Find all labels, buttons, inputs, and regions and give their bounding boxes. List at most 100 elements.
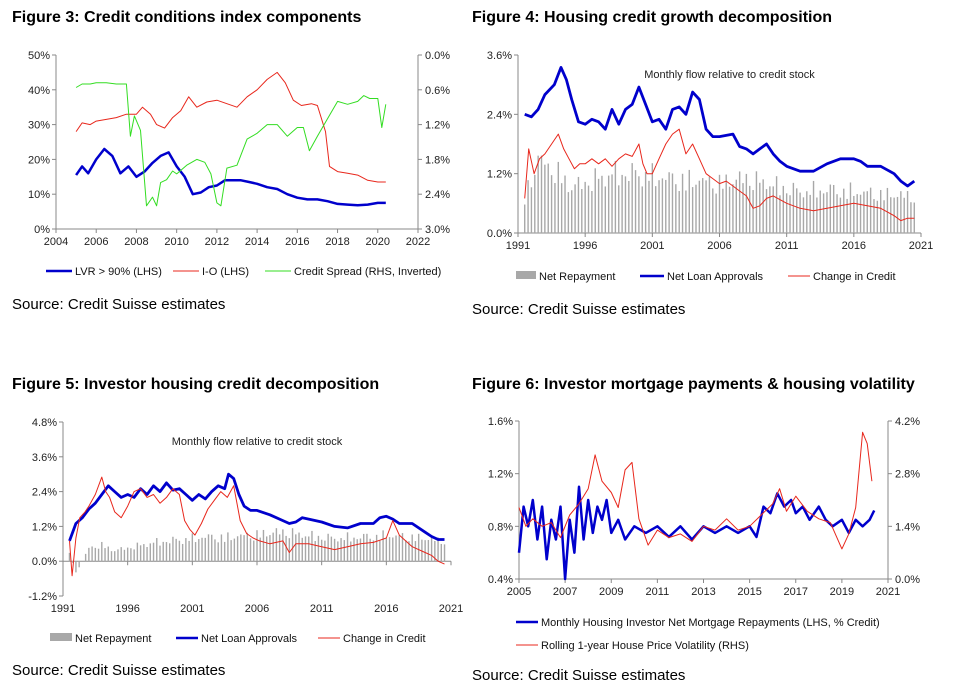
y2-tick-label: 2.4% — [425, 189, 450, 201]
net-repayment-bar — [211, 534, 213, 562]
net-repayment-bar — [832, 184, 835, 233]
net-repayment-bar — [414, 541, 417, 562]
net-repayment-bar — [604, 186, 607, 233]
net-repayment-bar — [856, 194, 858, 233]
y-tick-label: 1.6% — [488, 416, 513, 428]
net-repayment-bar — [126, 547, 129, 562]
figure-3-title: Figure 3: Credit conditions index compon… — [12, 9, 362, 26]
net-repayment-bar — [866, 191, 868, 233]
y-tick-label: 50% — [28, 50, 50, 62]
net-repayment-bar — [869, 187, 872, 233]
net-repayment-bar — [900, 191, 902, 233]
figure-5-source: Source: Credit Suisse estimates — [12, 662, 226, 679]
x-tick-label: 2021 — [876, 586, 900, 598]
x-tick-label: 2009 — [599, 586, 623, 598]
y-tick-label: 10% — [28, 189, 50, 201]
net-repayment-bar — [256, 530, 258, 562]
net-repayment-bar — [722, 188, 724, 233]
net-repayment-bar — [631, 163, 633, 233]
y-tick-label: 40% — [28, 85, 50, 97]
net-repayment-bar — [752, 190, 754, 233]
net-repayment-bar — [75, 561, 77, 573]
net-repayment-bar — [424, 540, 426, 562]
red-series-line — [518, 431, 873, 550]
net-repayment-bar — [557, 161, 559, 233]
net-repayment-bar — [382, 530, 384, 562]
net-repayment-bar — [78, 561, 80, 568]
net-repayment-bar — [227, 532, 229, 562]
y-tick-label: 0% — [34, 224, 50, 236]
net-repayment-bar — [611, 174, 613, 233]
net-repayment-bar — [97, 548, 100, 562]
net-repayment-bar — [601, 175, 603, 233]
x-tick-label: 2019 — [830, 586, 854, 598]
net-repayment-bar — [584, 181, 586, 233]
net-repayment-bar — [214, 539, 216, 562]
net-repayment-bar — [597, 178, 600, 233]
net-repayment-bar — [285, 535, 287, 562]
net-repayment-bar — [812, 180, 815, 233]
net-repayment-bar — [796, 188, 798, 233]
legend-label: Monthly Housing Investor Net Mortgage Re… — [541, 617, 880, 629]
net-repayment-bar — [618, 185, 620, 233]
x-tick-label: 2016 — [374, 603, 398, 615]
net-repayment-bar — [749, 185, 751, 233]
chart-annotation: Monthly flow relative to credit stock — [172, 436, 343, 448]
net-repayment-bar — [101, 541, 103, 562]
blue-series-line — [517, 485, 876, 581]
net-repayment-bar — [243, 535, 245, 562]
net-repayment-bar — [220, 534, 223, 562]
net-repayment-bar — [782, 185, 785, 233]
net-repayment-bar — [324, 540, 326, 562]
chart-annotation: Monthly flow relative to credit stock — [644, 69, 815, 81]
net-repayment-bar — [772, 186, 774, 233]
figure-4-title: Figure 4: Housing credit growth decompos… — [472, 9, 833, 26]
net-repayment-bar — [259, 537, 261, 562]
net-repayment-bar — [392, 537, 394, 562]
net-repayment-bar — [430, 536, 433, 562]
net-repayment-bar — [806, 191, 808, 233]
blue-series-line — [75, 147, 386, 207]
figure-6-source: Source: Credit Suisse estimates — [472, 667, 686, 684]
net-repayment-bar — [910, 202, 912, 233]
net-repayment-bar — [863, 191, 865, 233]
net-repayment-bar — [272, 532, 274, 562]
net-repayment-bar — [266, 536, 268, 562]
y-tick-label: 2.4% — [487, 109, 512, 121]
net-repayment-bar — [638, 176, 640, 233]
net-repayment-bar — [123, 549, 126, 562]
net-repayment-bar — [421, 539, 423, 562]
net-repayment-bar — [681, 173, 684, 233]
net-repayment-bar — [88, 547, 90, 562]
legend-label: LVR > 90% (LHS) — [75, 266, 162, 278]
net-repayment-bar — [207, 534, 210, 562]
net-repayment-bar — [534, 174, 536, 233]
net-repayment-bar — [269, 535, 271, 562]
x-tick-label: 2006 — [707, 240, 731, 252]
net-repayment-bar — [540, 155, 543, 233]
net-repayment-bar — [363, 533, 365, 562]
x-tick-label: 1996 — [573, 240, 597, 252]
net-repayment-bar — [621, 174, 623, 233]
figure-4-source: Source: Credit Suisse estimates — [472, 301, 686, 318]
net-repayment-bar — [411, 534, 413, 562]
figure-3-source: Source: Credit Suisse estimates — [12, 296, 226, 313]
net-repayment-bar — [149, 543, 151, 562]
y-tick-label: 1.2% — [488, 469, 513, 481]
net-repayment-bar — [678, 191, 680, 233]
net-repayment-bar — [152, 542, 155, 562]
net-repayment-bar — [675, 184, 677, 233]
net-repayment-bar — [849, 182, 852, 233]
net-repayment-bar — [130, 548, 132, 562]
net-repayment-bar — [353, 537, 355, 562]
net-repayment-bar — [530, 187, 533, 233]
net-repayment-bar — [886, 187, 889, 233]
net-repayment-bar — [544, 164, 546, 233]
net-repayment-bar — [688, 169, 690, 233]
net-repayment-bar — [379, 540, 381, 562]
net-repayment-bar — [708, 176, 711, 233]
net-repayment-bar — [375, 534, 378, 562]
x-tick-label: 2011 — [775, 240, 799, 252]
net-repayment-bar — [178, 540, 181, 562]
net-repayment-bar — [165, 542, 168, 562]
